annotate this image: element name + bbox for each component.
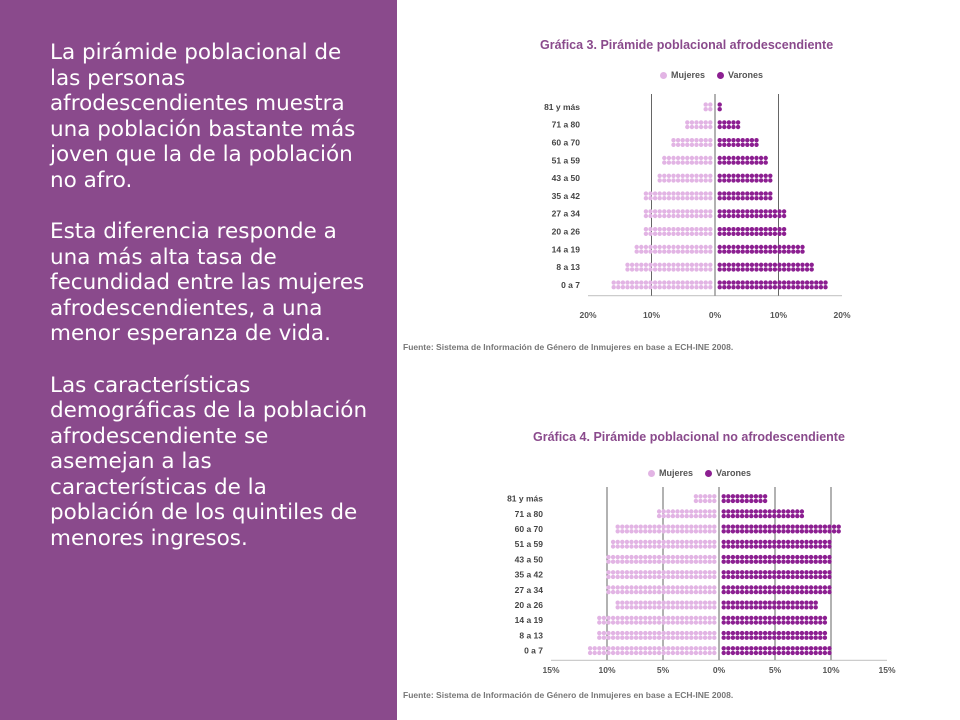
bar-varones xyxy=(717,209,787,219)
chart-1-source: Fuente: Sistema de Información de Género… xyxy=(403,342,734,352)
y-tick-label: 35 a 42 xyxy=(515,570,544,580)
bar-varones xyxy=(717,262,814,272)
legend-mujeres-swatch xyxy=(660,71,667,79)
bar-mujeres xyxy=(597,630,717,640)
bar-varones xyxy=(721,524,841,534)
legend-varones-label: Varones xyxy=(728,70,764,80)
bar-mujeres xyxy=(643,227,713,236)
x-tick-label: 5% xyxy=(657,665,670,675)
bar-varones xyxy=(717,227,787,236)
bar-varones xyxy=(717,138,759,147)
paragraph-3: Las características demográficas de la p… xyxy=(50,372,368,551)
bar-mujeres xyxy=(606,570,717,580)
y-tick-label: 8 a 13 xyxy=(519,630,543,640)
x-tick-label: 15% xyxy=(542,665,559,675)
bar-varones xyxy=(721,646,832,656)
bar-mujeres xyxy=(703,102,713,112)
y-tick-label: 20 a 26 xyxy=(515,600,544,610)
x-tick-label: 0% xyxy=(709,310,722,320)
x-tick-label: 10% xyxy=(598,665,615,675)
bar-varones xyxy=(717,120,741,130)
y-tick-label: 71 a 80 xyxy=(515,509,544,519)
legend-varones-label: Varones xyxy=(716,468,752,478)
bar-mujeres xyxy=(656,509,717,519)
y-tick-label: 0 a 7 xyxy=(561,280,580,290)
y-tick-label: 51 a 59 xyxy=(552,155,581,165)
chart-2-legend: Mujeres Varones xyxy=(648,468,763,478)
bar-varones xyxy=(717,244,805,254)
bar-mujeres xyxy=(643,191,713,201)
bar-mujeres xyxy=(643,209,713,219)
bar-varones xyxy=(721,615,828,625)
paragraph-1: La pirámide poblacional de las personas … xyxy=(50,40,356,193)
bar-mujeres xyxy=(657,173,713,183)
x-tick-label: 20% xyxy=(579,310,596,320)
bar-varones xyxy=(721,570,832,580)
y-tick-label: 0 a 7 xyxy=(524,646,543,656)
legend-varones-swatch xyxy=(717,71,725,79)
bar-mujeres xyxy=(606,554,717,564)
bar-varones xyxy=(717,280,828,290)
bar-varones xyxy=(721,585,832,595)
chart-1-title: Gráfica 3. Pirámide poblacional afrodesc… xyxy=(540,38,834,52)
bar-mujeres xyxy=(693,494,717,504)
bar-varones xyxy=(717,173,773,183)
y-tick-label: 81 y más xyxy=(544,102,580,112)
y-tick-label: 27 a 34 xyxy=(552,209,581,219)
chart-2-title: Gráfica 4. Pirámide poblacional no afrod… xyxy=(533,430,845,444)
bar-mujeres xyxy=(597,615,717,625)
description-text: La pirámide poblacional de las personas … xyxy=(50,40,368,577)
bar-mujeres xyxy=(615,600,717,610)
y-tick-label: 35 a 42 xyxy=(552,191,581,201)
y-tick-label: 8 a 13 xyxy=(556,262,580,272)
legend-mujeres-swatch xyxy=(648,469,655,477)
x-tick-label: 15% xyxy=(878,665,895,675)
x-tick-label: 5% xyxy=(769,665,782,675)
legend-varones-swatch xyxy=(705,469,713,477)
bar-varones xyxy=(717,191,773,201)
bar-mujeres xyxy=(587,646,717,656)
bar-mujeres xyxy=(671,138,713,147)
y-tick-label: 60 a 70 xyxy=(515,524,544,534)
y-tick-label: 27 a 34 xyxy=(515,585,544,595)
chart-1-legend: Mujeres Varones xyxy=(660,70,775,80)
y-tick-label: 60 a 70 xyxy=(552,138,581,148)
x-tick-label: 0% xyxy=(713,665,726,675)
bar-varones xyxy=(721,600,818,610)
legend-mujeres-label: Mujeres xyxy=(671,70,706,80)
bar-varones xyxy=(721,539,832,549)
bar-mujeres xyxy=(685,120,713,130)
y-tick-label: 71 a 80 xyxy=(552,120,581,130)
y-tick-label: 51 a 59 xyxy=(515,539,544,549)
bar-varones xyxy=(721,630,828,640)
sidebar-panel: La pirámide poblacional de las personas … xyxy=(0,0,397,720)
y-tick-label: 43 a 50 xyxy=(552,173,581,183)
paragraph-2: Esta diferencia responde a una más alta … xyxy=(50,219,365,346)
x-tick-label: 10% xyxy=(822,665,839,675)
bar-mujeres xyxy=(615,524,717,534)
x-tick-label: 10% xyxy=(643,310,660,320)
x-tick-label: 10% xyxy=(770,310,787,320)
y-tick-label: 43 a 50 xyxy=(515,554,544,564)
y-tick-label: 14 a 19 xyxy=(552,244,581,254)
bar-varones xyxy=(721,509,805,519)
y-tick-label: 20 a 26 xyxy=(552,227,581,237)
bar-varones xyxy=(717,155,768,165)
x-tick-label: 20% xyxy=(833,310,850,320)
bar-mujeres xyxy=(662,155,713,165)
legend-mujeres-label: Mujeres xyxy=(659,468,694,478)
chart-2-source: Fuente: Sistema de Información de Género… xyxy=(403,690,734,700)
bar-mujeres xyxy=(606,585,717,595)
bar-mujeres xyxy=(611,280,713,290)
bar-mujeres xyxy=(625,262,713,272)
chart-1-plot: 20% 10% 0% 10% 20% 81 y más 71 a 80 60 a 70 51 a… xyxy=(544,94,851,320)
bar-mujeres xyxy=(610,539,717,549)
y-tick-label: 14 a 19 xyxy=(515,615,544,625)
bar-varones xyxy=(721,494,768,504)
bar-varones xyxy=(721,554,832,564)
chart-2-plot: 15% 10% 5% 0% 5% 10% 15% 81 y más 71 a 80 60 a 70… xyxy=(507,487,896,675)
y-tick-label: 81 y más xyxy=(507,494,543,504)
bar-varones xyxy=(717,102,722,112)
bar-mujeres xyxy=(634,244,713,254)
